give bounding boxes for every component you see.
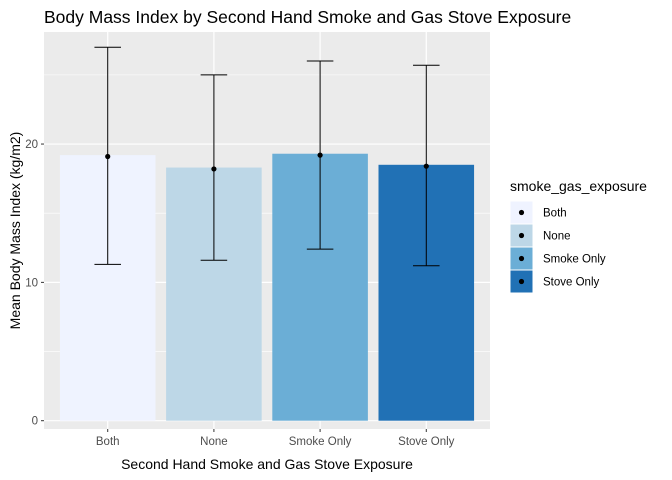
- mean-point: [317, 152, 323, 158]
- y-axis-title: Mean Body Mass Index (kg/m2): [7, 132, 23, 330]
- legend-title: smoke_gas_exposure: [510, 178, 647, 194]
- x-axis-title: Second Hand Smoke and Gas Stove Exposure: [121, 456, 413, 472]
- legend: smoke_gas_exposure Both None Smoke Only Sto…: [510, 178, 647, 293]
- x-tick-label: Both: [96, 436, 120, 448]
- x-tick-label: Stove Only: [398, 436, 454, 448]
- x-tick-label: Smoke Only: [289, 436, 352, 448]
- legend-label: Smoke Only: [543, 254, 606, 266]
- y-tick-label: 0: [32, 416, 38, 428]
- legend-key-point: [518, 209, 525, 216]
- chart-title: Body Mass Index by Second Hand Smoke and…: [44, 7, 571, 27]
- x-tick-label: None: [200, 436, 228, 448]
- legend-key-point: [518, 232, 525, 239]
- legend-label: None: [543, 231, 571, 243]
- y-tick-label: 10: [25, 277, 38, 289]
- legend-key-point: [518, 278, 525, 285]
- mean-point: [105, 153, 111, 160]
- x-axis-ticks: Both None Smoke Only Stove Only: [96, 429, 455, 448]
- mean-point: [423, 163, 429, 169]
- mean-point: [211, 166, 217, 172]
- y-axis-ticks: 0 10 20: [25, 139, 44, 428]
- legend-label: Both: [543, 208, 567, 220]
- y-tick-label: 20: [25, 139, 38, 151]
- legend-key-point: [518, 255, 525, 262]
- legend-label: Stove Only: [543, 277, 599, 289]
- mean-points: [105, 152, 429, 172]
